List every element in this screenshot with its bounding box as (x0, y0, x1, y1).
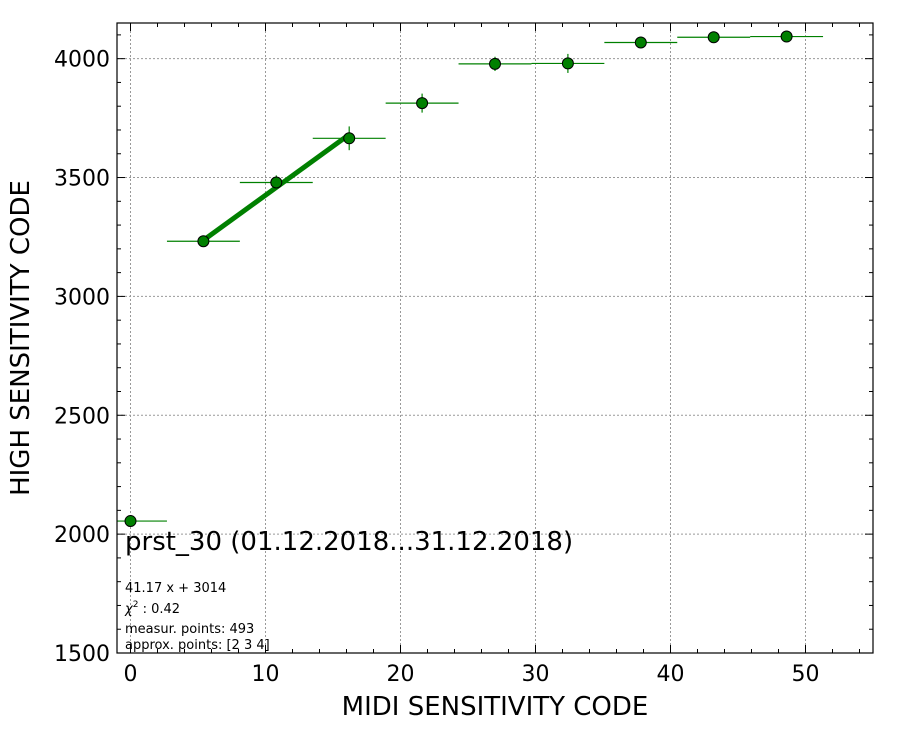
chi2-value: : 0.42 (138, 602, 180, 617)
annotation-chi2: χ2 : 0.42 (124, 600, 180, 617)
y-tick-label: 1500 (54, 642, 110, 667)
grid (117, 23, 873, 653)
y-tick-label: 3500 (54, 167, 110, 192)
data-point (707, 31, 720, 44)
data-points (124, 30, 793, 528)
data-point (343, 132, 356, 145)
x-axis-label: MIDI SENSITIVITY CODE (342, 692, 649, 722)
ticks (117, 23, 873, 654)
y-tick-label: 2000 (54, 523, 110, 548)
plot-frame (116, 22, 874, 654)
chi2-symbol: χ (124, 602, 134, 617)
y-axis-label: HIGH SENSITIVITY CODE (6, 180, 36, 496)
tick-labels: 0 10 20 30 40 50 1500 2000 2500 3000 3500 4000 (54, 48, 820, 687)
data-point (780, 30, 793, 43)
data-point (416, 97, 429, 110)
y-tick-label: 2500 (54, 404, 110, 429)
data-point (489, 57, 501, 70)
data-point (561, 57, 574, 70)
x-tick-label: 20 (387, 662, 415, 687)
x-tick-label: 40 (657, 662, 685, 687)
annotation-equation: 41.17 x + 3014 (125, 581, 226, 596)
y-tick-label: 4000 (54, 48, 110, 73)
annotation-title: prst_30 (01.12.2018...31.12.2018) (125, 527, 573, 557)
data-point (197, 235, 210, 248)
data-point (124, 515, 137, 528)
annotation-measur-points: measur. points: 493 (125, 622, 254, 637)
y-tick-label: 3000 (54, 285, 110, 310)
error-bars (117, 32, 824, 522)
chi2-superscript: 2 (133, 600, 139, 610)
x-tick-label: 50 (792, 662, 820, 687)
data-point (634, 36, 647, 49)
annotation-approx-points: approx. points: [2 3 4] (125, 638, 270, 653)
x-tick-label: 30 (522, 662, 550, 687)
data-point (270, 176, 283, 189)
x-tick-label: 0 (124, 662, 138, 687)
x-tick-label: 10 (252, 662, 280, 687)
